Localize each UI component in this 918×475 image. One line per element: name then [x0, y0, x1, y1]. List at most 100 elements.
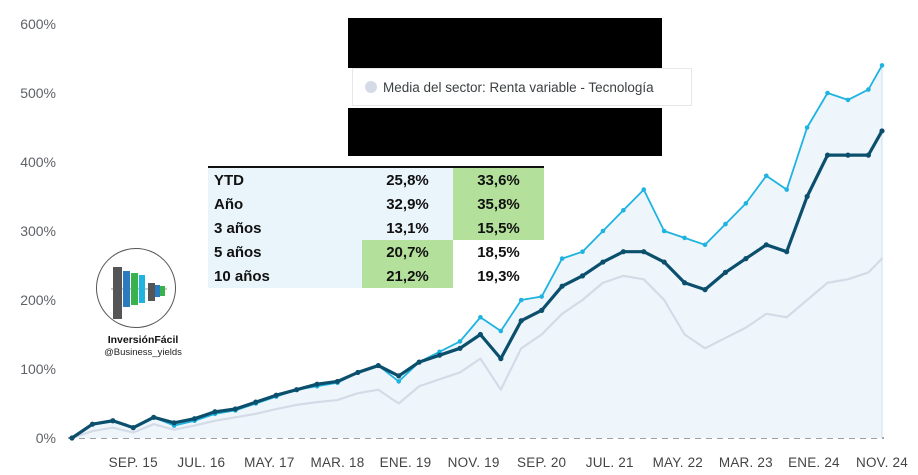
series-0-point: [845, 97, 851, 103]
series-1-point: [600, 259, 606, 265]
series-1-point: [518, 318, 524, 324]
returns-row: Año 32,9% 35,8%: [208, 192, 544, 216]
x-tick-label: JUL. 21: [586, 455, 634, 470]
return-value-fund: 21,2%: [362, 264, 453, 288]
y-tick-label: 500%: [20, 85, 56, 101]
series-1-point: [763, 242, 769, 248]
series-1-point: [539, 307, 545, 313]
period-label: Año: [208, 192, 362, 216]
return-value-compare: 18,5%: [453, 240, 544, 264]
series-0-point: [641, 187, 647, 192]
period-label: YTD: [208, 167, 362, 192]
series-1-point: [498, 356, 504, 362]
period-label: 5 años: [208, 240, 362, 264]
series-1-point: [110, 418, 116, 424]
series-0-point: [682, 235, 687, 241]
series-1-point: [804, 193, 810, 200]
series-0-point: [763, 173, 769, 179]
redacted-legend-top: [348, 18, 662, 68]
series-1-point: [375, 362, 381, 369]
returns-row: 5 años 20,7% 18,5%: [208, 240, 544, 264]
series-0-point: [539, 294, 544, 299]
series-1-point: [845, 152, 851, 158]
series-1-point: [171, 420, 177, 426]
series-1-point: [314, 381, 320, 387]
y-tick-label: 100%: [20, 361, 56, 377]
series-0-point: [518, 297, 524, 303]
series-0-point: [825, 90, 830, 96]
legend-label-sector-average: Media del sector: Renta variable - Tecno…: [383, 79, 654, 95]
period-label: 3 años: [208, 216, 362, 240]
series-1-point: [477, 331, 484, 338]
x-tick-label: ENE. 24: [788, 455, 840, 470]
series-1-point: [191, 416, 198, 422]
x-axis: SEP. 15 JUL. 16 MAY. 17 MAR. 18 ENE. 19 NOV. …: [109, 455, 908, 470]
y-tick-label: 600%: [20, 16, 56, 32]
series-1-point: [784, 249, 790, 255]
series-0-point: [866, 87, 871, 92]
returns-row: 3 años 13,1% 15,5%: [208, 216, 544, 240]
series-1-point: [212, 409, 218, 415]
return-value-compare: 15,5%: [453, 216, 544, 240]
series-1-point: [722, 269, 729, 275]
return-value-compare: 33,6%: [453, 167, 544, 192]
x-tick-label: ENE. 19: [380, 455, 432, 470]
series-1-point: [334, 378, 341, 385]
series-1-point: [89, 421, 96, 427]
series-1-point: [824, 152, 831, 158]
series-1-point: [396, 373, 402, 379]
series-0-point: [879, 63, 885, 68]
return-value-fund: 32,9%: [362, 192, 453, 216]
series-0-point: [559, 256, 565, 261]
series-0-point: [723, 221, 728, 227]
return-value-fund: 25,8%: [362, 167, 453, 192]
return-value-fund: 13,1%: [362, 216, 453, 240]
series-1-point: [232, 406, 238, 412]
series-1-point: [457, 345, 463, 351]
series-0-point: [580, 249, 585, 254]
legend: Media del sector: Renta variable - Tecno…: [352, 68, 692, 106]
series-1-point: [130, 425, 136, 431]
y-tick-label: 400%: [20, 154, 56, 170]
series-1-point: [416, 359, 422, 365]
x-tick-label: MAR. 18: [311, 455, 365, 470]
returns-row: YTD 25,8% 33,6%: [208, 167, 544, 192]
series-1-point: [661, 259, 667, 265]
series-1-point: [702, 287, 708, 293]
return-value-fund: 20,7%: [362, 240, 453, 264]
series-0-area: [72, 65, 882, 439]
legend-dot-icon: [365, 81, 377, 93]
x-tick-label: NOV. 24: [856, 455, 908, 470]
series-1-point: [865, 152, 871, 158]
series-0-point: [600, 228, 606, 234]
returns-table: YTD 25,8% 33,6% Año 32,9% 35,8% 3 años 13,1% 15,…: [208, 166, 544, 288]
series-1-point: [641, 249, 647, 255]
return-value-compare: 19,3%: [453, 264, 544, 288]
bar-chart-icon: [111, 267, 167, 319]
series-lines: [69, 63, 885, 441]
series-0-point: [498, 328, 504, 334]
period-label: 10 años: [208, 264, 362, 288]
series-1-point: [294, 387, 300, 393]
series-0-point: [661, 228, 667, 234]
series-0-point: [702, 242, 708, 248]
series-1-point: [273, 392, 279, 398]
y-axis: 0% 100% 200% 300% 400% 500% 600%: [20, 16, 56, 446]
series-0-point: [804, 125, 810, 130]
x-tick-label: SEP. 20: [517, 455, 566, 470]
series-1-point: [151, 414, 157, 420]
series-1-point: [620, 249, 626, 255]
series-0-point: [396, 379, 402, 384]
y-tick-label: 300%: [20, 223, 56, 239]
logo-title: InversiónFácil: [107, 334, 179, 346]
series-1-point: [743, 256, 749, 262]
series-1-point: [559, 283, 565, 289]
series-2-line: [70, 257, 884, 440]
returns-row: 10 años 21,2% 19,3%: [208, 264, 544, 288]
logo-emblem: [96, 248, 176, 328]
redacted-legend-bottom: [348, 108, 662, 156]
series-0-point: [784, 187, 790, 192]
y-tick-label: 200%: [20, 292, 56, 308]
series-1-point: [436, 352, 443, 358]
